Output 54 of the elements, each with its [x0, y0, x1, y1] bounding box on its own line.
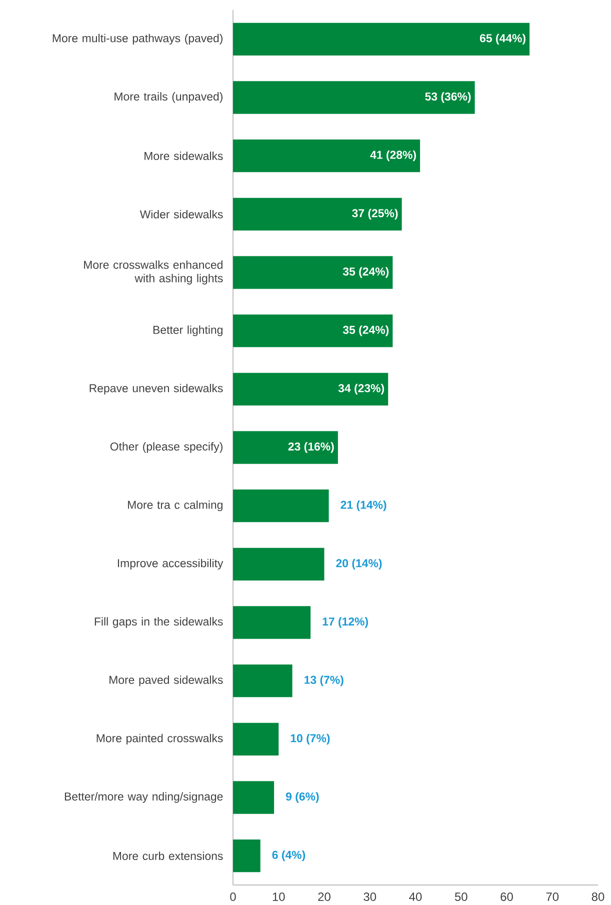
data-label: 53 (36%) — [425, 92, 471, 103]
y-tick-label: More crosswalks enhanced with ashing lights — [84, 260, 223, 285]
data-label: 13 (7%) — [304, 676, 344, 686]
bar — [233, 256, 393, 289]
x-tick-label: 80 — [592, 892, 604, 901]
y-tick-label: More multi-use pathways (paved) — [52, 34, 222, 45]
x-tick-label: 60 — [500, 892, 513, 901]
y-tick-label: Improve accessibility — [118, 558, 224, 570]
bar — [233, 140, 420, 172]
y-tick-label: Repave uneven sidewalks — [90, 384, 223, 395]
y-tick-label: Better lighting — [153, 326, 222, 336]
data-label: 41 (28%) — [370, 150, 416, 162]
data-label: 35 (24%) — [342, 326, 389, 336]
bar — [233, 81, 475, 114]
data-label: 35 (24%) — [342, 267, 389, 278]
y-tick-label: Wider sidewalks — [140, 210, 223, 218]
data-label: 17 (12%) — [322, 617, 368, 628]
data-label: 23 (16%) — [288, 442, 334, 453]
y-tick-label: More painted crosswalks — [96, 734, 223, 745]
bar — [233, 22, 530, 56]
x-tick-label: 30 — [364, 892, 376, 901]
bar — [233, 722, 279, 756]
bar — [233, 314, 393, 348]
bar — [233, 840, 260, 872]
bar — [233, 490, 329, 522]
data-label: 37 (25%) — [352, 208, 398, 220]
x-tick-label: 50 — [454, 892, 468, 901]
x-tick-label: 20 — [318, 892, 330, 901]
data-label: 9 (6%) — [286, 792, 319, 803]
y-tick-label: More tra c calming — [128, 500, 222, 512]
y-tick-label: More curb extensions — [113, 852, 223, 860]
bar — [233, 664, 292, 698]
data-label: 6 (4%) — [272, 850, 306, 862]
x-tick-label: 0 — [230, 892, 236, 901]
bar — [233, 431, 338, 464]
y-tick-label: Fill gaps in the sidewalks — [94, 617, 223, 628]
bar — [233, 198, 402, 231]
data-label: 65 (44%) — [480, 34, 526, 45]
bar — [233, 606, 311, 639]
y-tick-label: More paved sidewalks — [110, 676, 223, 686]
y-tick-label: More trails (unpaved) — [114, 92, 222, 103]
data-label: 20 (14%) — [336, 558, 382, 570]
x-tick-label: 70 — [546, 892, 559, 901]
data-label: 10 (7%) — [290, 734, 330, 745]
y-tick-label: Better/more way nding/signage — [64, 792, 223, 803]
data-label: 34 (23%) — [338, 384, 384, 395]
x-tick-label: 10 — [272, 892, 285, 901]
bar — [233, 781, 274, 814]
bar — [233, 372, 388, 406]
x-tick-label: 40 — [409, 892, 422, 901]
data-label: 21 (14%) — [340, 500, 386, 512]
y-tick-label: More sidewalks — [144, 152, 223, 160]
bar — [233, 548, 324, 580]
y-tick-label: Other (please specify) — [110, 442, 222, 453]
